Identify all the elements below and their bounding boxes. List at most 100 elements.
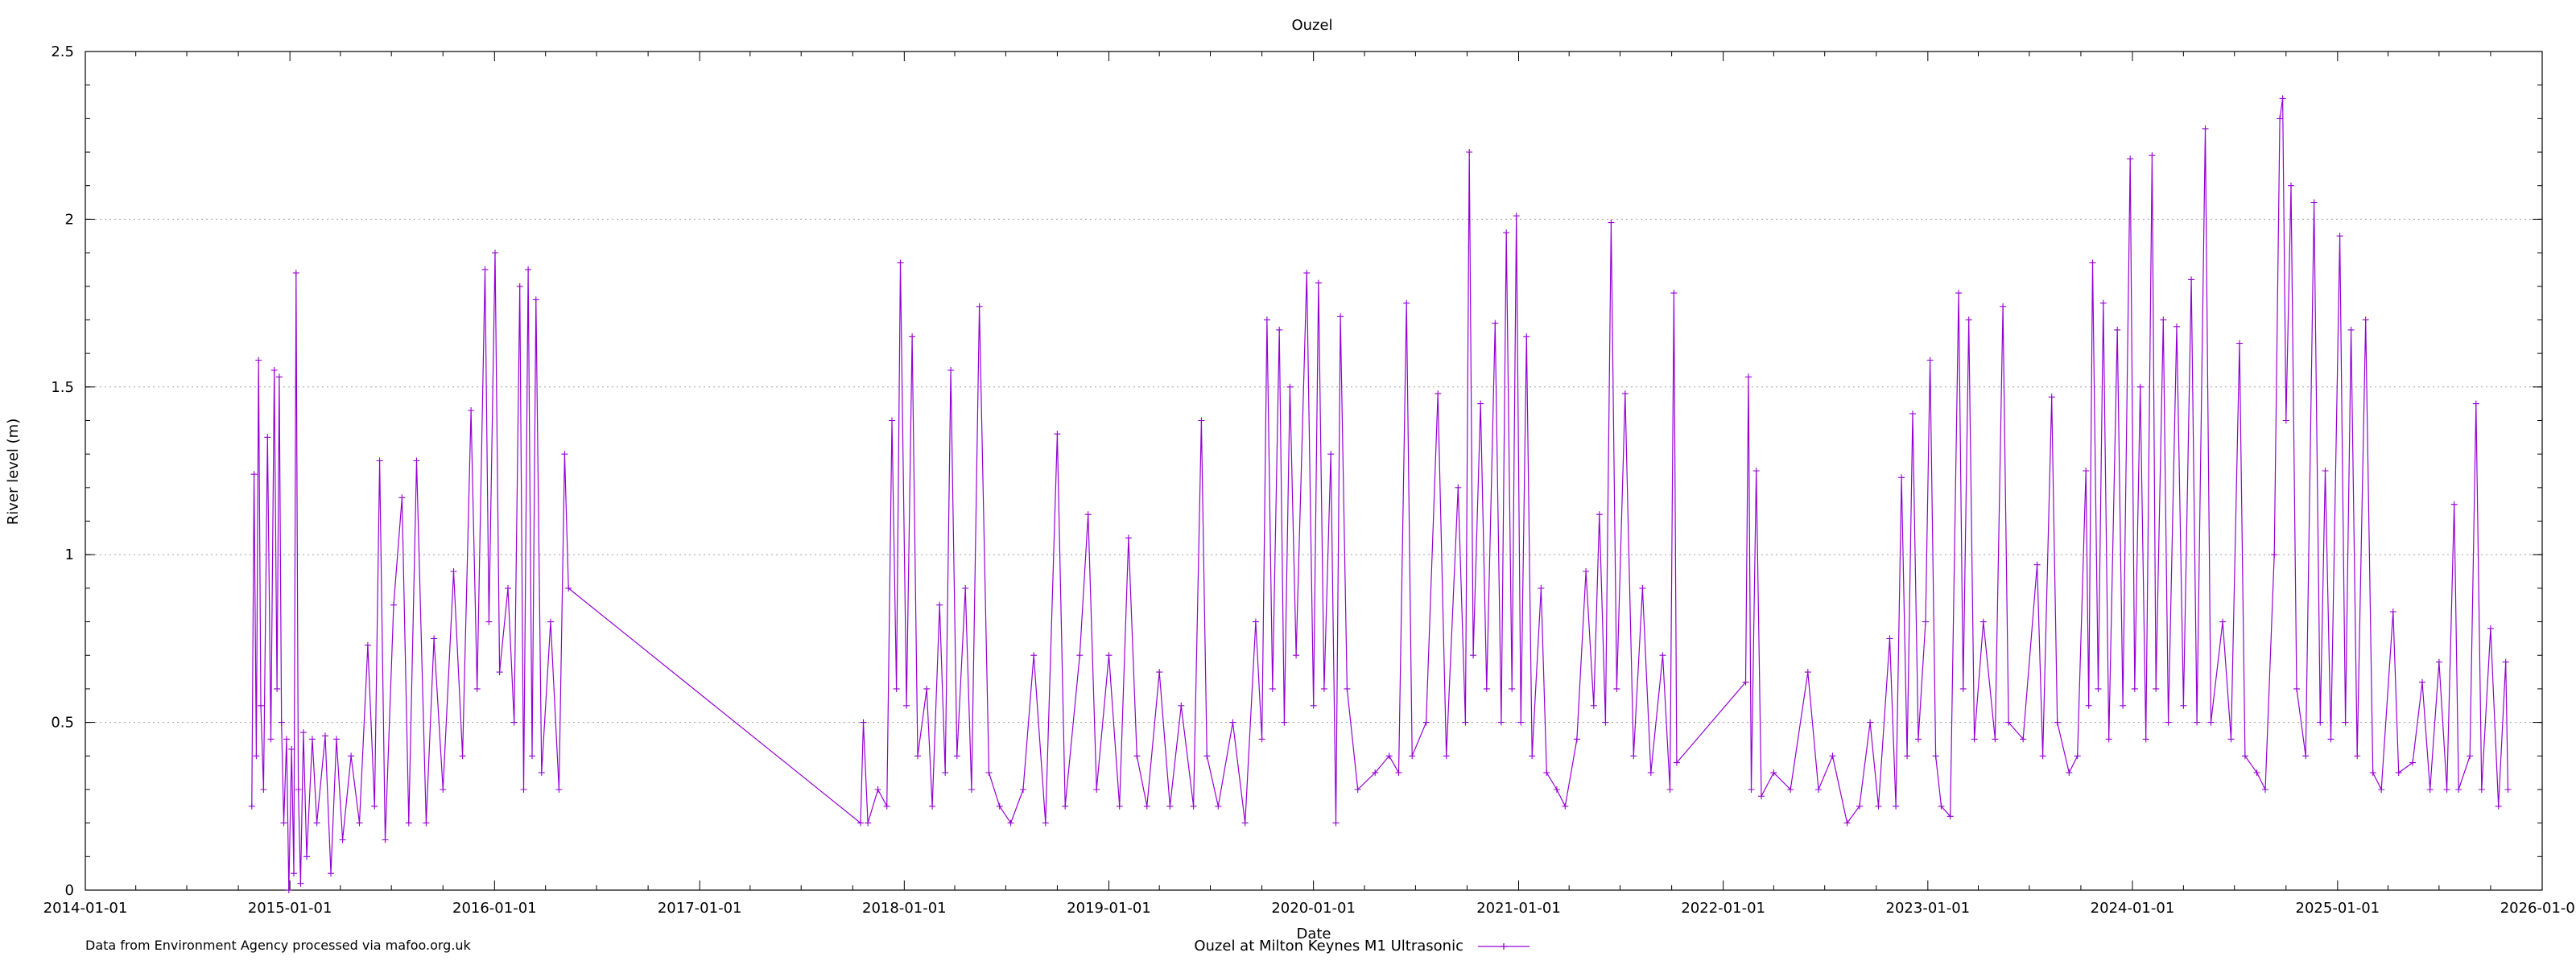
data-point [1252, 618, 1259, 625]
data-point [1666, 786, 1674, 793]
data-point [1093, 786, 1100, 793]
data-point [2288, 182, 2294, 189]
data-point [2369, 769, 2376, 777]
data-point [313, 819, 320, 827]
series-layer [248, 95, 2512, 893]
data-point [2180, 702, 2187, 709]
data-point [1337, 313, 1344, 320]
data-point [1926, 357, 1934, 364]
data-point [2089, 259, 2096, 266]
data-point [285, 887, 292, 893]
data-point [1922, 618, 1929, 625]
data-point [1529, 753, 1536, 760]
data-point [2074, 753, 2081, 760]
data-point [2435, 658, 2442, 666]
data-point [2322, 468, 2329, 474]
data-point [1466, 149, 1473, 155]
data-point [1553, 786, 1560, 793]
data-point [1133, 753, 1141, 760]
data-point [1971, 736, 1978, 743]
data-point [1787, 786, 1794, 793]
data-point [1084, 511, 1092, 518]
data-point [250, 471, 258, 478]
data-point [2271, 551, 2278, 559]
data-point [1229, 719, 1236, 726]
y-tick-label: 1 [65, 546, 74, 563]
data-point [893, 685, 900, 692]
data-point [1315, 279, 1322, 287]
y-tick-label: 0.5 [51, 715, 74, 732]
data-point [914, 753, 921, 760]
data-point [505, 584, 511, 592]
data-point [2219, 618, 2227, 625]
data-point [1435, 390, 1442, 398]
data-point [2282, 417, 2289, 424]
data-point [2120, 702, 2127, 709]
y-axis-title: River level (m) [5, 419, 22, 525]
x-axis-title: Date [1296, 926, 1331, 942]
data-point [2342, 719, 2349, 726]
data-point [2066, 769, 2073, 777]
data-point [1843, 819, 1851, 827]
data-point [333, 736, 340, 743]
data-point [1538, 584, 1545, 592]
data-point [2336, 233, 2343, 240]
data-point [1403, 299, 1410, 307]
data-point [2142, 736, 2149, 743]
data-point [1886, 635, 1893, 642]
data-point [468, 407, 475, 414]
data-point [1509, 685, 1516, 692]
data-point [288, 745, 295, 753]
data-point [565, 584, 572, 592]
data-point [371, 802, 378, 810]
data-point [1344, 685, 1351, 692]
data-point [2279, 95, 2286, 102]
data-point [1395, 769, 1402, 777]
data-point [953, 753, 960, 760]
data-point [532, 296, 539, 303]
data-point [561, 451, 568, 458]
data-point [2048, 394, 2055, 401]
data-point [1443, 753, 1450, 760]
data-point [1959, 685, 1967, 692]
data-point [2293, 685, 2300, 692]
data-point [2131, 685, 2138, 692]
data-point [440, 786, 447, 793]
data-point [1007, 819, 1014, 827]
x-tick-label: 2023-01-01 [1886, 900, 1971, 917]
x-tick-label: 2022-01-01 [1681, 900, 1765, 917]
data-point [2188, 276, 2195, 283]
x-tick-label: 2015-01-01 [248, 900, 332, 917]
data-point [1745, 373, 1752, 381]
data-point [255, 357, 262, 364]
series-line-0 [251, 97, 2509, 891]
data-point [267, 736, 275, 743]
data-point [2347, 326, 2355, 333]
x-tick-label: 2026-01-01 [2500, 900, 2576, 917]
data-point [1596, 511, 1603, 518]
data-point [1276, 326, 1283, 333]
data-point [1062, 802, 1069, 810]
data-point [1856, 802, 1863, 810]
data-point [2033, 561, 2041, 568]
data-point [1503, 229, 1510, 237]
data-point [520, 786, 527, 793]
data-point [874, 786, 881, 793]
data-point [2095, 685, 2102, 692]
data-point [2262, 786, 2268, 793]
data-point [2467, 753, 2474, 760]
data-point [1327, 451, 1335, 458]
data-point [1517, 719, 1525, 726]
data-point [1269, 685, 1276, 692]
data-point [328, 870, 334, 877]
data-point [1898, 474, 1905, 481]
data-point [1116, 802, 1123, 810]
data-point [1621, 390, 1629, 398]
data-point [2419, 678, 2425, 686]
data-point [1583, 568, 1590, 575]
data-point [1673, 759, 1680, 766]
data-point [297, 880, 304, 887]
data-point [942, 769, 949, 777]
data-point [292, 270, 299, 277]
